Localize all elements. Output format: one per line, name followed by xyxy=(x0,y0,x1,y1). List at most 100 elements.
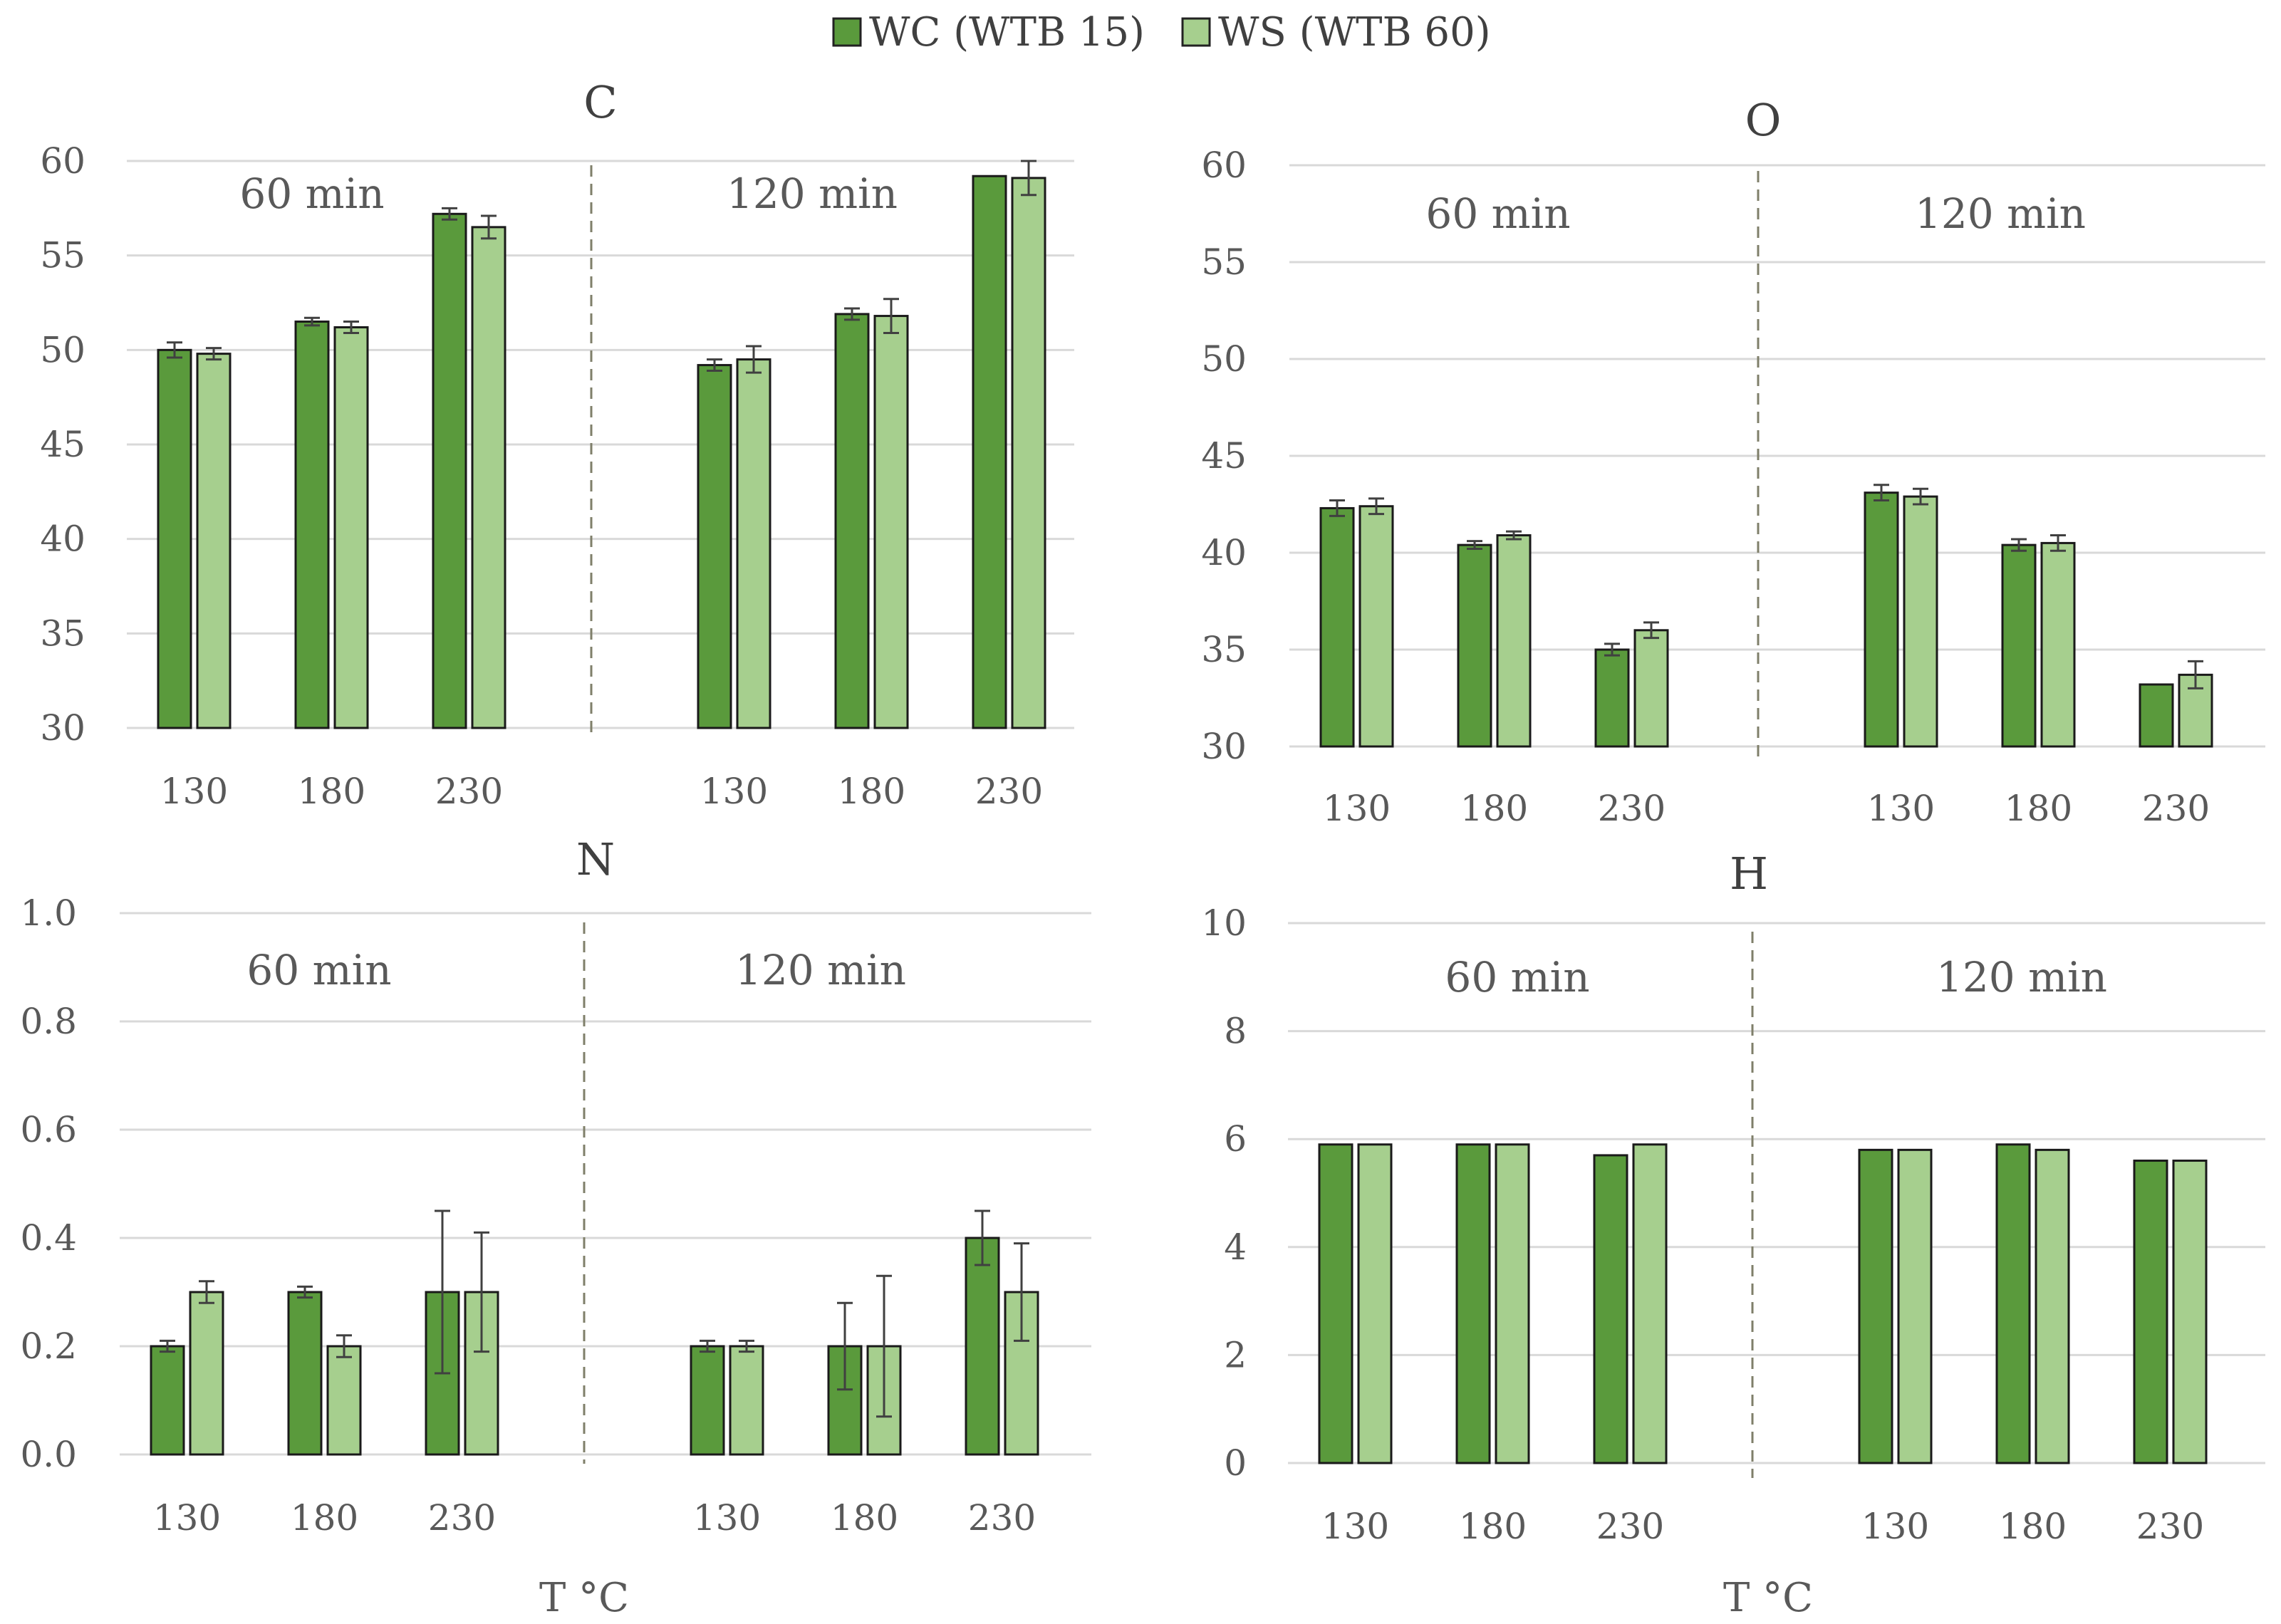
x-tick-label: 130 xyxy=(693,1497,761,1539)
x-tick-label: 130 xyxy=(160,771,228,812)
bar xyxy=(2001,543,2037,748)
panel-h: 0 2 4 6 8 10 H 60 min 120 min 130 180 230 130 180 230 xyxy=(1201,848,2265,1547)
bar xyxy=(2040,541,2076,748)
bar xyxy=(2133,1160,2168,1464)
x-tick-label: 130 xyxy=(1867,788,1935,829)
x-tick-label: 180 xyxy=(1999,1506,2067,1547)
panel-n: 0.0 0.2 0.4 0.6 0.8 1.0 N 60 min 120 min 130 180 23… xyxy=(20,833,1091,1539)
bar xyxy=(150,1345,185,1456)
y-tick-label: 30 xyxy=(40,707,85,749)
x-tick-label: 230 xyxy=(1596,1506,1664,1547)
bar xyxy=(965,1237,1000,1456)
y-tick-label: 4 xyxy=(1224,1227,1247,1268)
x-axis-label-left: T °C xyxy=(539,1575,629,1621)
bar xyxy=(1357,1143,1393,1464)
y-tick-label: 45 xyxy=(40,424,85,465)
panel-title: H xyxy=(1730,848,1768,900)
bar xyxy=(1594,648,1630,748)
y-tick-label: 10 xyxy=(1201,902,1247,944)
bar xyxy=(294,321,330,729)
bar xyxy=(729,1345,764,1456)
legend-label-ws: WS (WTB 60) xyxy=(1218,9,1491,56)
y-tick-label: 2 xyxy=(1224,1334,1247,1375)
x-tick-label: 130 xyxy=(1323,788,1391,829)
y-tick-label: 1.0 xyxy=(20,892,77,934)
bar xyxy=(1496,534,1532,748)
x-tick-label: 180 xyxy=(2005,788,2072,829)
legend: WC (WTB 15) WS (WTB 60) xyxy=(832,9,1491,56)
x-tick-label: 130 xyxy=(1861,1506,1929,1547)
x-tick-label: 180 xyxy=(831,1497,898,1539)
y-tick-label: 60 xyxy=(1201,145,1247,186)
x-tick-label: 230 xyxy=(968,1497,1036,1539)
bar xyxy=(1995,1143,2031,1464)
panel-title: C xyxy=(583,76,617,128)
bar xyxy=(2139,683,2174,748)
x-tick-label: 180 xyxy=(838,771,905,812)
y-tick-label: 0.2 xyxy=(20,1326,77,1367)
bar xyxy=(1633,629,1669,748)
bar xyxy=(287,1291,323,1456)
bar xyxy=(189,1291,224,1456)
bar xyxy=(1318,1143,1353,1464)
legend-swatch-ws xyxy=(1181,17,1211,47)
y-tick-label: 6 xyxy=(1224,1118,1247,1160)
legend-label-wc: WC (WTB 15) xyxy=(869,9,1145,56)
x-tick-label: 230 xyxy=(435,771,503,812)
y-tick-label: 8 xyxy=(1224,1011,1247,1052)
bar xyxy=(736,358,771,729)
bar xyxy=(1897,1148,1933,1464)
bar xyxy=(1495,1143,1530,1464)
y-tick-label: 60 xyxy=(40,140,85,182)
x-tick-label: 130 xyxy=(700,771,768,812)
group-label: 120 min xyxy=(735,946,906,994)
panel-c: 30 35 40 45 50 55 60 C 60 min 120 min 130 180 230 130… xyxy=(40,76,1074,812)
y-tick-label: 55 xyxy=(40,235,85,276)
x-tick-label: 230 xyxy=(975,771,1043,812)
group-label: 120 min xyxy=(1936,953,2107,1001)
bar xyxy=(326,1345,362,1456)
bar xyxy=(690,1345,725,1456)
y-tick-label: 35 xyxy=(40,613,85,654)
bar xyxy=(1632,1143,1668,1464)
x-tick-label: 230 xyxy=(1598,788,1666,829)
bar xyxy=(834,313,870,729)
y-tick-label: 40 xyxy=(40,519,85,560)
y-tick-label: 30 xyxy=(1201,726,1247,767)
bar xyxy=(1319,506,1355,748)
bar xyxy=(1011,177,1046,729)
bar xyxy=(157,348,192,729)
y-tick-label: 0.6 xyxy=(20,1109,77,1150)
x-tick-label: 230 xyxy=(2142,788,2210,829)
bar xyxy=(972,175,1007,729)
x-tick-label: 180 xyxy=(1460,788,1528,829)
group-label: 60 min xyxy=(246,946,391,994)
bar xyxy=(1455,1143,1491,1464)
group-label: 120 min xyxy=(1915,189,2086,238)
group-label: 60 min xyxy=(1445,953,1589,1001)
bar xyxy=(333,326,369,729)
bar xyxy=(827,1345,863,1456)
bar xyxy=(2035,1148,2070,1464)
x-tick-label: 180 xyxy=(1459,1506,1527,1547)
x-tick-label: 180 xyxy=(291,1497,358,1539)
bar xyxy=(1903,495,1938,748)
group-label: 120 min xyxy=(727,170,898,218)
legend-swatch-wc xyxy=(832,17,862,47)
x-tick-label: 180 xyxy=(298,771,365,812)
y-tick-label: 0.8 xyxy=(20,1001,77,1042)
x-axis-label-right: T °C xyxy=(1723,1575,1813,1621)
y-tick-label: 0.0 xyxy=(20,1434,77,1475)
bar xyxy=(1593,1154,1628,1464)
bar xyxy=(873,315,909,729)
y-tick-label: 0.4 xyxy=(20,1217,77,1259)
bar xyxy=(471,226,506,729)
bar xyxy=(1864,491,1899,748)
bar xyxy=(1358,505,1394,748)
x-tick-label: 230 xyxy=(2136,1506,2204,1547)
group-label: 60 min xyxy=(1425,189,1570,238)
x-tick-label: 230 xyxy=(428,1497,496,1539)
y-tick-label: 35 xyxy=(1201,629,1247,670)
